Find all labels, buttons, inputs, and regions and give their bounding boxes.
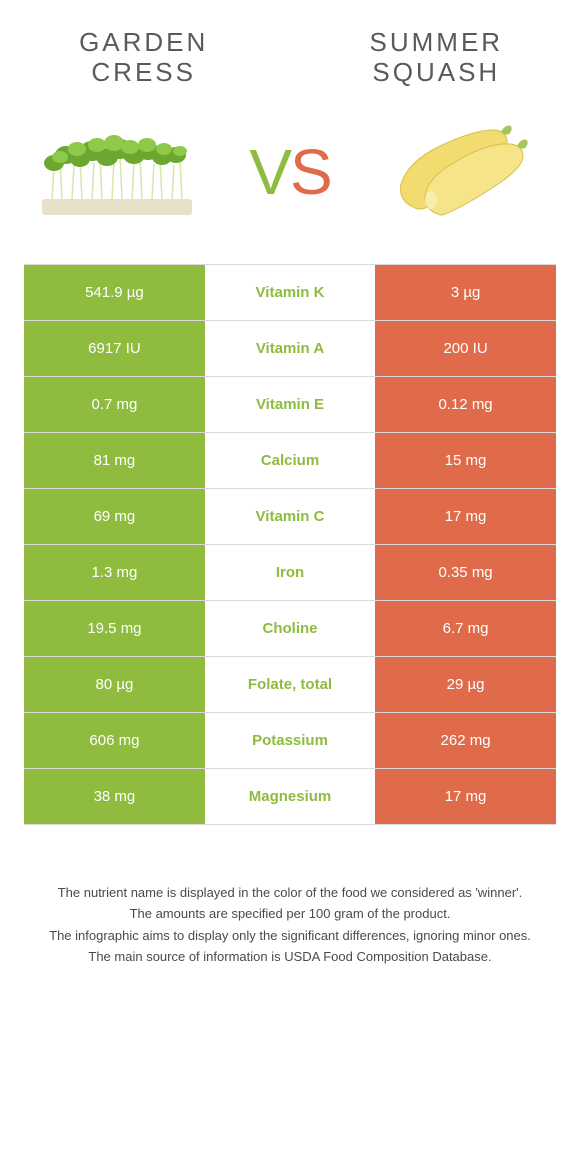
left-value-cell: 69 mg — [24, 489, 205, 544]
vs-v: V — [249, 136, 290, 208]
title-row: Garden cress Summer squash — [24, 28, 556, 88]
footer-line: The infographic aims to display only the… — [36, 926, 544, 946]
right-value-cell: 17 mg — [375, 489, 556, 544]
table-row: 19.5 mgCholine6.7 mg — [24, 601, 556, 657]
summer-squash-icon — [383, 112, 543, 232]
nutrient-name-cell: Folate, total — [205, 657, 375, 712]
right-value-cell: 17 mg — [375, 769, 556, 824]
nutrient-name-cell: Iron — [205, 545, 375, 600]
left-value-cell: 0.7 mg — [24, 377, 205, 432]
left-value-cell: 80 µg — [24, 657, 205, 712]
right-value-cell: 262 mg — [375, 713, 556, 768]
left-value-cell: 19.5 mg — [24, 601, 205, 656]
right-value-cell: 15 mg — [375, 433, 556, 488]
nutrient-name-cell: Choline — [205, 601, 375, 656]
nutrient-name-cell: Vitamin K — [205, 265, 375, 320]
table-row: 0.7 mgVitamin E0.12 mg — [24, 377, 556, 433]
left-food-image — [32, 112, 202, 232]
left-value-cell: 606 mg — [24, 713, 205, 768]
nutrient-name-cell: Calcium — [205, 433, 375, 488]
right-value-cell: 6.7 mg — [375, 601, 556, 656]
left-food-title: Garden cress — [24, 28, 263, 88]
infographic-container: Garden cress Summer squash — [0, 0, 580, 989]
vs-s: S — [290, 136, 331, 208]
table-row: 69 mgVitamin C17 mg — [24, 489, 556, 545]
right-value-cell: 29 µg — [375, 657, 556, 712]
nutrient-name-cell: Vitamin E — [205, 377, 375, 432]
footer-notes: The nutrient name is displayed in the co… — [24, 883, 556, 967]
table-row: 1.3 mgIron0.35 mg — [24, 545, 556, 601]
right-value-cell: 200 IU — [375, 321, 556, 376]
hero-row: VS — [24, 112, 556, 232]
left-value-cell: 38 mg — [24, 769, 205, 824]
left-value-cell: 81 mg — [24, 433, 205, 488]
right-value-cell: 0.12 mg — [375, 377, 556, 432]
table-row: 6917 IUVitamin A200 IU — [24, 321, 556, 377]
table-row: 81 mgCalcium15 mg — [24, 433, 556, 489]
right-value-cell: 0.35 mg — [375, 545, 556, 600]
nutrient-name-cell: Magnesium — [205, 769, 375, 824]
footer-line: The nutrient name is displayed in the co… — [36, 883, 544, 903]
table-row: 80 µgFolate, total29 µg — [24, 657, 556, 713]
right-food-title: Summer squash — [317, 28, 556, 88]
right-value-cell: 3 µg — [375, 265, 556, 320]
table-row: 38 mgMagnesium17 mg — [24, 769, 556, 825]
nutrient-name-cell: Vitamin A — [205, 321, 375, 376]
table-row: 606 mgPotassium262 mg — [24, 713, 556, 769]
vs-label: VS — [249, 135, 330, 209]
left-value-cell: 1.3 mg — [24, 545, 205, 600]
footer-line: The main source of information is USDA F… — [36, 947, 544, 967]
left-value-cell: 541.9 µg — [24, 265, 205, 320]
nutrient-table: 541.9 µgVitamin K3 µg6917 IUVitamin A200… — [24, 264, 556, 825]
left-value-cell: 6917 IU — [24, 321, 205, 376]
right-food-image — [378, 112, 548, 232]
footer-line: The amounts are specified per 100 gram o… — [36, 904, 544, 924]
nutrient-name-cell: Vitamin C — [205, 489, 375, 544]
garden-cress-icon — [32, 117, 202, 227]
table-row: 541.9 µgVitamin K3 µg — [24, 265, 556, 321]
nutrient-name-cell: Potassium — [205, 713, 375, 768]
